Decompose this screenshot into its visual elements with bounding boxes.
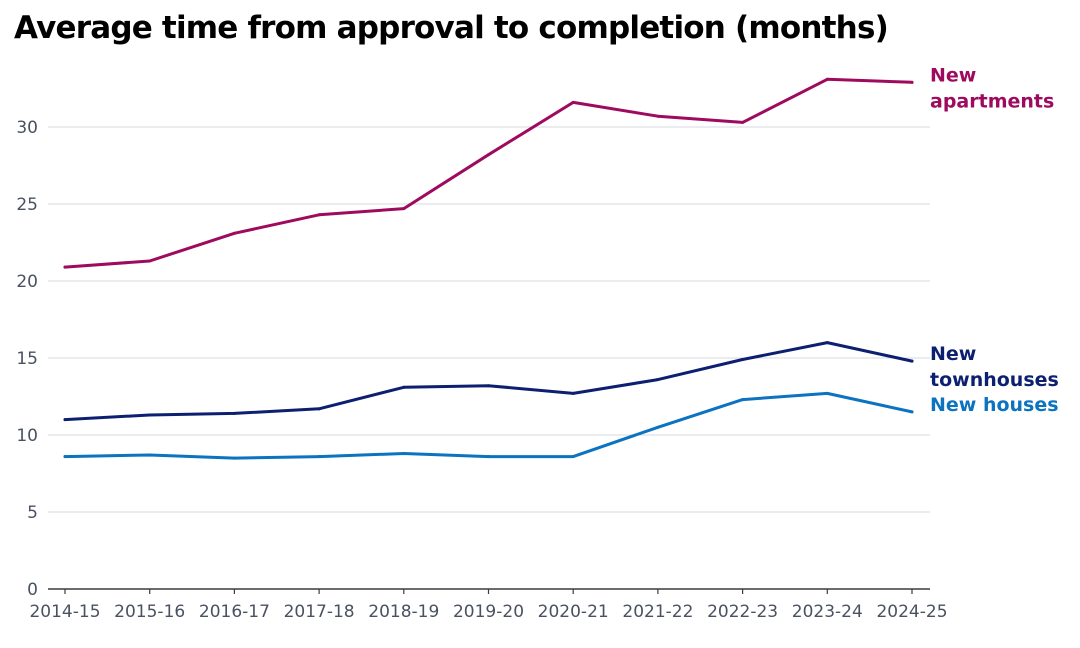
data-point: [402, 207, 406, 211]
x-tick-label: 2014-15: [29, 602, 100, 622]
y-tick-label: 10: [16, 426, 38, 446]
y-tick-label: 20: [16, 272, 38, 292]
data-point: [825, 341, 829, 345]
data-point: [656, 114, 660, 118]
data-point: [910, 80, 914, 84]
data-point: [910, 359, 914, 363]
data-point: [571, 455, 575, 459]
x-tick-label: 2023-24: [792, 602, 863, 622]
series-line: [63, 77, 914, 269]
data-point: [656, 378, 660, 382]
data-point: [656, 425, 660, 429]
gridlines: [48, 126, 930, 513]
series-label-line: New: [930, 343, 976, 365]
data-point: [741, 120, 745, 124]
data-point: [487, 455, 490, 459]
data-point: [825, 391, 829, 395]
x-axis: [48, 588, 930, 594]
data-point: [741, 398, 745, 402]
chart-title: Average time from approval to completion…: [14, 10, 889, 46]
data-point: [232, 231, 236, 235]
data-point: [571, 391, 575, 395]
series-line: [63, 341, 914, 422]
data-point: [487, 153, 490, 157]
x-axis-tick-labels: 2014-15 2015-16 2016-17 2017-18 2018-19 2019-…: [29, 602, 947, 622]
data-point: [910, 410, 914, 414]
data-point: [148, 259, 152, 263]
data-point: [741, 358, 745, 362]
y-axis-tick-labels: 0 5 10 15 20 25 30: [16, 118, 38, 600]
data-point: [402, 385, 406, 389]
x-tick-label: 2016-17: [199, 602, 270, 622]
y-tick-label: 15: [16, 349, 38, 369]
data-point: [317, 407, 321, 411]
x-tick-label: 2017-18: [284, 602, 355, 622]
y-tick-label: 5: [27, 503, 38, 523]
series-label: New houses: [930, 394, 1059, 416]
x-tick-label: 2024-25: [876, 602, 947, 622]
y-tick-label: 25: [16, 195, 38, 215]
series-label-line: apartments: [930, 90, 1054, 112]
data-point: [317, 455, 321, 459]
x-tick-label: 2020-21: [538, 602, 609, 622]
data-point: [571, 100, 575, 104]
data-point: [148, 413, 152, 417]
series-label-line: New: [930, 64, 976, 86]
y-tick-label: 0: [27, 580, 38, 600]
data-point: [825, 77, 829, 81]
y-tick-label: 30: [16, 118, 38, 138]
data-point: [148, 453, 152, 457]
data-point: [63, 265, 67, 269]
series-lines: [63, 77, 914, 460]
data-point: [232, 456, 236, 460]
x-tick-label: 2015-16: [114, 602, 185, 622]
series-label-line: New houses: [930, 394, 1059, 416]
data-point: [63, 418, 67, 422]
series-label-line: townhouses: [930, 369, 1059, 391]
series-labels: New apartments New townhouses New houses: [930, 64, 1059, 416]
series-line: [63, 391, 914, 460]
x-tick-label: 2018-19: [368, 602, 439, 622]
data-point: [63, 455, 67, 459]
x-tick-label: 2022-23: [707, 602, 778, 622]
x-tick-label: 2019-20: [453, 602, 524, 622]
data-point: [232, 411, 236, 415]
series-label: New apartments: [930, 64, 1054, 112]
data-point: [487, 384, 490, 388]
series-label: New townhouses: [930, 343, 1059, 391]
data-point: [402, 451, 406, 455]
x-tick-label: 2021-22: [622, 602, 693, 622]
data-point: [317, 213, 321, 217]
